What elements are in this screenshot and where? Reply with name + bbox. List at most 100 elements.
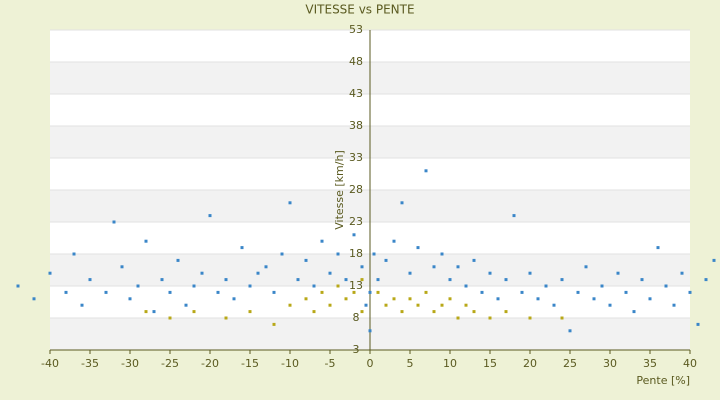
point (472, 310, 476, 314)
point (372, 252, 376, 256)
point (160, 278, 164, 282)
point (360, 278, 364, 282)
x-tick-label: 25 (563, 357, 577, 370)
point (528, 316, 532, 320)
point (256, 271, 260, 275)
point (656, 246, 660, 250)
point (400, 310, 404, 314)
y-tick-label: 28 (349, 183, 363, 196)
point (704, 278, 708, 282)
point (328, 271, 332, 275)
point (688, 290, 692, 294)
point (360, 265, 364, 269)
point (64, 290, 68, 294)
y-tick-label: 13 (349, 279, 363, 292)
point (432, 265, 436, 269)
point (248, 284, 252, 288)
point (104, 290, 108, 294)
point (560, 278, 564, 282)
point (192, 284, 196, 288)
x-tick-label: -25 (161, 357, 179, 370)
point (272, 290, 276, 294)
point (648, 297, 652, 301)
y-axis-label: Vitesse [km/h] (333, 150, 346, 230)
y-tick-label: 23 (349, 215, 363, 228)
point (440, 252, 444, 256)
point (576, 290, 580, 294)
point (616, 271, 620, 275)
point (312, 310, 316, 314)
point (272, 322, 276, 326)
x-tick-label: -15 (241, 357, 259, 370)
x-tick-label: -5 (325, 357, 336, 370)
x-axis-label: Pente [%] (636, 374, 690, 387)
point (224, 278, 228, 282)
point (144, 310, 148, 314)
point (560, 316, 564, 320)
y-tick-label: 8 (353, 311, 360, 324)
point (360, 310, 364, 314)
point (144, 239, 148, 243)
x-tick-label: 40 (683, 357, 697, 370)
point (184, 303, 188, 307)
point (384, 258, 388, 262)
point (632, 310, 636, 314)
y-tick-label: 38 (349, 119, 363, 132)
x-tick-label: 5 (407, 357, 414, 370)
point (512, 214, 516, 218)
point (264, 265, 268, 269)
point (536, 297, 540, 301)
point (280, 252, 284, 256)
point (416, 246, 420, 250)
point (488, 271, 492, 275)
y-tick-label: 48 (349, 55, 363, 68)
point (456, 265, 460, 269)
x-tick-label: 15 (483, 357, 497, 370)
point (552, 303, 556, 307)
point (344, 278, 348, 282)
y-tick-label: 18 (349, 247, 363, 260)
point (472, 258, 476, 262)
point (376, 290, 380, 294)
point (504, 278, 508, 282)
point (496, 297, 500, 301)
point (328, 303, 332, 307)
point (152, 310, 156, 314)
point (120, 265, 124, 269)
point (216, 290, 220, 294)
x-tick-label: 0 (367, 357, 374, 370)
point (448, 278, 452, 282)
point (312, 284, 316, 288)
point (72, 252, 76, 256)
point (240, 246, 244, 250)
point (232, 297, 236, 301)
point (680, 271, 684, 275)
x-tick-label: -10 (281, 357, 299, 370)
point (392, 297, 396, 301)
y-tick-label: 53 (349, 23, 363, 36)
point (664, 284, 668, 288)
x-tick-label: 10 (443, 357, 457, 370)
point (336, 284, 340, 288)
point (296, 278, 300, 282)
point (456, 316, 460, 320)
point (392, 239, 396, 243)
point (128, 297, 132, 301)
point (208, 214, 212, 218)
point (112, 220, 116, 224)
point (16, 284, 20, 288)
point (520, 290, 524, 294)
point (696, 322, 700, 326)
point (592, 297, 596, 301)
point (464, 303, 468, 307)
point (488, 316, 492, 320)
x-tick-label: -20 (201, 357, 219, 370)
point (448, 297, 452, 301)
point (480, 290, 484, 294)
point (200, 271, 204, 275)
point (544, 284, 548, 288)
point (224, 316, 228, 320)
point (176, 258, 180, 262)
point (440, 303, 444, 307)
